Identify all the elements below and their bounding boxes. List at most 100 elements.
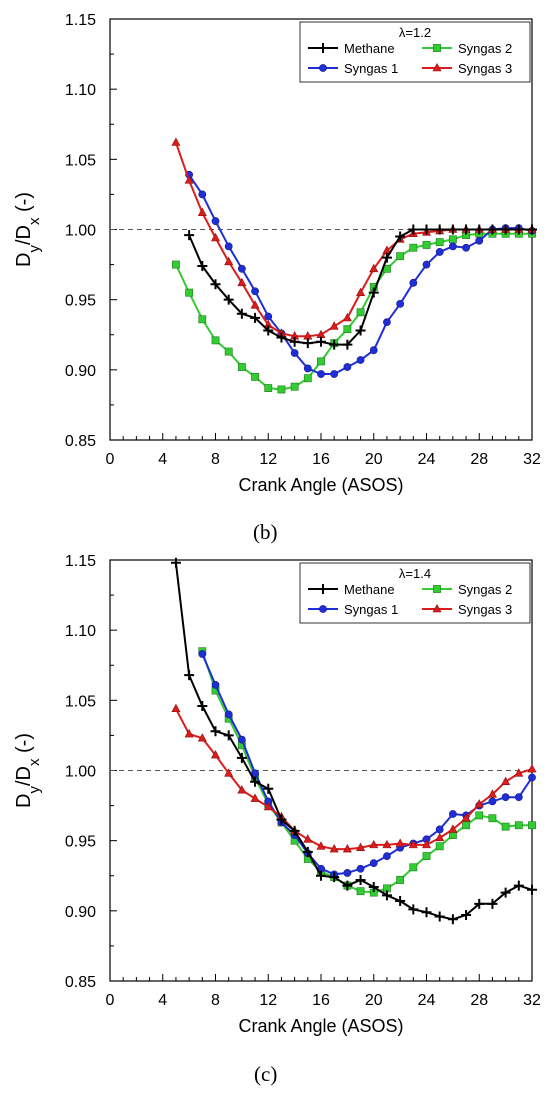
data-point [434, 911, 445, 922]
data-point [172, 260, 180, 269]
data-point [250, 312, 261, 323]
data-point [303, 374, 312, 383]
data-point [197, 260, 208, 271]
data-point [303, 834, 313, 843]
data-point [290, 382, 299, 391]
series-methane [170, 557, 537, 925]
data-point [356, 887, 365, 896]
data-point [250, 793, 260, 802]
data-point [474, 898, 485, 909]
data-point [500, 224, 511, 235]
data-point [171, 137, 181, 146]
data-point [369, 859, 378, 868]
legend-label: Methane [344, 41, 395, 56]
x-tick-label: 32 [523, 451, 541, 468]
legend-title: λ=1.2 [399, 25, 431, 40]
data-point [383, 318, 391, 327]
data-point [421, 224, 432, 235]
panel-label-c: (c) [254, 1062, 278, 1086]
data-point [513, 880, 524, 891]
legend-swatch-marker [318, 584, 328, 594]
data-point [501, 776, 511, 786]
data-point [264, 312, 273, 321]
legend-label: Methane [344, 582, 395, 597]
data-point [197, 207, 207, 216]
data-point [197, 700, 208, 711]
y-tick-label: 1.05 [65, 693, 96, 710]
legend-swatch-marker [318, 43, 328, 53]
data-point [422, 852, 431, 861]
data-point [408, 904, 419, 915]
data-point [342, 844, 352, 853]
series-syngas-3 [171, 703, 537, 853]
data-point [448, 242, 457, 251]
x-tick-label: 20 [365, 451, 383, 468]
data-point [513, 224, 524, 235]
data-point [251, 287, 259, 296]
data-point [302, 338, 313, 349]
x-tick-label: 28 [470, 992, 488, 1009]
data-point [527, 764, 537, 773]
legend-swatch-marker [319, 64, 327, 72]
data-point [435, 248, 444, 256]
data-point [317, 357, 325, 366]
data-point [343, 325, 352, 334]
data-point [342, 312, 352, 322]
data-point [396, 252, 405, 261]
data-point [461, 813, 471, 822]
legend-label: Syngas 1 [344, 602, 398, 617]
series-line [174, 562, 533, 921]
x-tick-label: 24 [418, 992, 436, 1009]
data-point [461, 910, 472, 921]
legend-entry: Syngas 3 [422, 61, 512, 76]
data-point [434, 224, 445, 235]
data-point [329, 844, 339, 853]
x-tick-label: 8 [211, 992, 220, 1009]
data-point [381, 252, 392, 263]
data-point [501, 822, 510, 831]
data-point [263, 783, 274, 794]
data-point [487, 224, 498, 235]
data-point [237, 735, 246, 744]
y-tick-label: 0.85 [65, 433, 96, 450]
data-point [514, 821, 523, 830]
data-point [382, 839, 392, 849]
x-tick-label: 0 [106, 992, 115, 1009]
legend-label: Syngas 3 [458, 61, 512, 76]
data-point [211, 217, 220, 225]
data-point [396, 876, 405, 884]
data-point [462, 821, 470, 830]
data-point [421, 839, 432, 849]
data-point [369, 263, 379, 273]
data-point [250, 300, 260, 309]
data-point [224, 347, 233, 356]
data-point [435, 825, 444, 834]
data-point [421, 907, 432, 918]
data-point [343, 869, 352, 877]
y-tick-label: 0.95 [65, 834, 96, 851]
data-point [448, 824, 458, 833]
data-point [223, 730, 234, 741]
legend-label: Syngas 1 [344, 61, 398, 76]
data-point [342, 880, 353, 891]
data-point [500, 887, 511, 898]
x-tick-label: 8 [211, 451, 220, 468]
data-point [211, 336, 220, 345]
data-point [408, 839, 418, 849]
data-point [316, 841, 326, 850]
data-point [237, 277, 247, 287]
y-tick-label: 1.15 [65, 12, 96, 29]
data-point [488, 797, 497, 806]
data-point [198, 650, 207, 658]
x-tick-label: 12 [259, 451, 277, 468]
data-point [356, 287, 366, 296]
data-point [383, 852, 391, 861]
data-point [448, 810, 457, 818]
legend-entry: Syngas 3 [422, 602, 512, 617]
data-point [356, 356, 365, 364]
data-point [236, 752, 247, 763]
data-point [224, 768, 234, 777]
data-point [210, 726, 221, 737]
data-point [277, 385, 286, 394]
